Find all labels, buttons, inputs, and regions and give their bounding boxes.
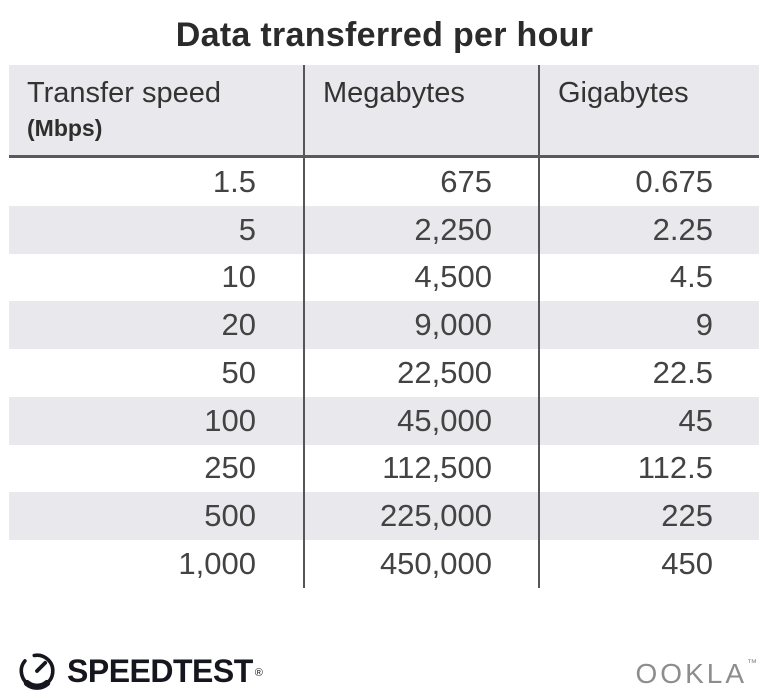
table-row: 100 45,000 45 [9,396,759,445]
table-body: 1.5 675 0.675 5 2,250 2.25 10 4,500 4.5 20 9,000 9 5… [9,158,759,588]
column-header-transfer-speed: Transfer speed (Mbps) [9,65,303,155]
cell-gigabytes: 9 [538,301,759,350]
ookla-wordmark: OOKLA [635,658,747,689]
column-header-megabytes-label: Megabytes [323,77,465,109]
cell-megabytes: 2,250 [303,205,538,254]
cell-megabytes: 112,500 [303,444,538,493]
cell-transfer-speed: 1,000 [178,546,256,581]
speedtest-logo: SPEEDTEST ® [16,650,263,692]
table-row: 20 9,000 9 [9,301,759,350]
cell-transfer-speed: 50 [221,354,256,390]
cell-transfer-speed: 5 [238,211,256,247]
cell-transfer-speed: 500 [204,498,256,534]
cell-megabytes: 675 [303,158,538,206]
cell-transfer-speed: 250 [204,450,256,486]
cell-megabytes: 45,000 [303,396,538,445]
ookla-logo: OOKLA™ [636,658,757,690]
table-header-row: Transfer speed (Mbps) Megabytes Gigabyte… [9,65,759,158]
ookla-trademark-symbol: ™ [747,658,757,669]
cell-megabytes: 450,000 [303,540,538,588]
cell-transfer-speed: 10 [221,259,256,295]
column-header-transfer-speed-unit: (Mbps) [27,114,103,141]
cell-transfer-speed: 100 [204,402,256,438]
cell-gigabytes: 450 [538,540,759,588]
cell-gigabytes: 0.675 [538,158,759,206]
speedtest-wordmark: SPEEDTEST [67,652,253,689]
column-header-megabytes: Megabytes [303,65,538,155]
table-row: 250 112,500 112.5 [9,444,759,493]
cell-megabytes: 225,000 [303,492,538,541]
table-row: 1.5 675 0.675 [9,158,759,206]
cell-transfer-speed: 1.5 [212,163,256,199]
table-row: 50 22,500 22.5 [9,349,759,397]
cell-transfer-speed: 20 [221,307,256,343]
table-row: 5 2,250 2.25 [9,205,759,254]
cell-gigabytes: 225 [538,492,759,541]
cell-megabytes: 4,500 [303,253,538,302]
cell-gigabytes: 45 [538,396,759,445]
column-header-transfer-speed-label: Transfer speed [27,77,221,109]
column-header-gigabytes-label: Gigabytes [558,77,689,109]
table-row: 10 4,500 4.5 [9,253,759,302]
cell-megabytes: 9,000 [303,301,538,350]
cell-gigabytes: 4.5 [538,253,759,302]
data-table: Transfer speed (Mbps) Megabytes Gigabyte… [9,65,759,588]
speedtest-trademark-symbol: ® [254,667,263,679]
cell-gigabytes: 22.5 [538,349,759,397]
table-row: 500 225,000 225 [9,492,759,541]
cell-gigabytes: 112.5 [538,444,759,493]
column-header-gigabytes: Gigabytes [538,65,759,155]
cell-megabytes: 22,500 [303,349,538,397]
table-row: 1,000 450,000 450 [9,540,759,588]
footer: SPEEDTEST ® OOKLA™ [0,646,769,698]
cell-gigabytes: 2.25 [538,205,759,254]
speedtest-gauge-icon [19,653,55,690]
page-title: Data transferred per hour [175,16,594,54]
